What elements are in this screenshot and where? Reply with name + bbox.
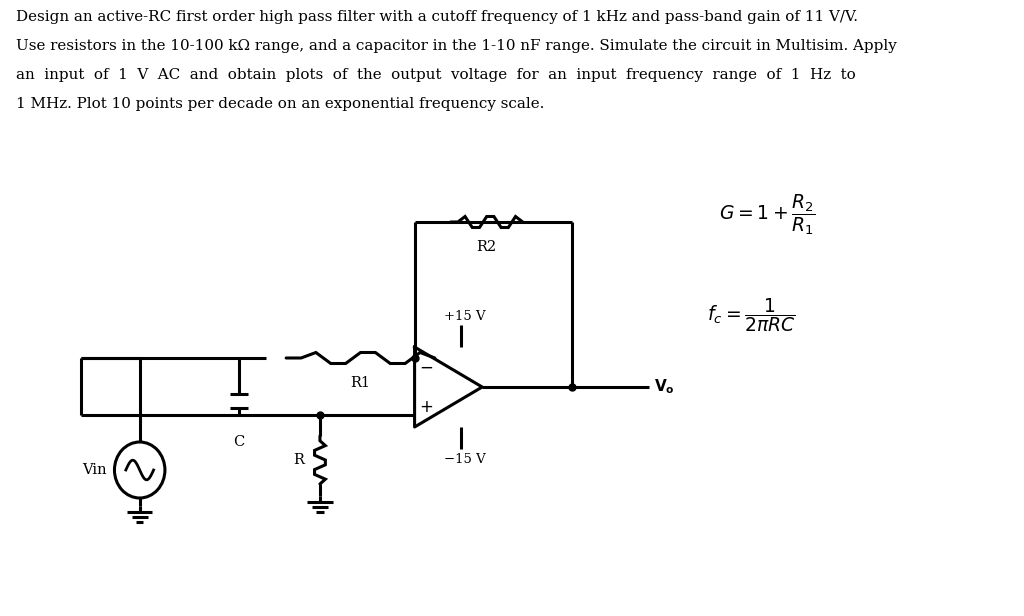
Text: $-$: $-$: [419, 358, 433, 376]
Text: Vin: Vin: [83, 463, 108, 477]
Text: Design an active-RC first order high pass filter with a cutoff frequency of 1 kH: Design an active-RC first order high pas…: [16, 10, 858, 24]
Text: 1 MHz. Plot 10 points per decade on an exponential frequency scale.: 1 MHz. Plot 10 points per decade on an e…: [16, 97, 545, 111]
Text: −15 V: −15 V: [444, 453, 486, 466]
Text: $f_c = \dfrac{1}{2\pi RC}$: $f_c = \dfrac{1}{2\pi RC}$: [707, 296, 796, 334]
Text: C: C: [233, 435, 245, 449]
Text: an  input  of  1  V  AC  and  obtain  plots  of  the  output  voltage  for  an  : an input of 1 V AC and obtain plots of t…: [16, 68, 856, 82]
Text: Use resistors in the 10-100 kΩ range, and a capacitor in the 1-10 nF range. Simu: Use resistors in the 10-100 kΩ range, an…: [16, 39, 897, 53]
Text: $\mathbf{V_o}$: $\mathbf{V_o}$: [654, 378, 675, 396]
Text: R: R: [293, 453, 304, 467]
Text: $G = 1 + \dfrac{R_2}{R_1}$: $G = 1 + \dfrac{R_2}{R_1}$: [719, 193, 816, 237]
Text: +15 V: +15 V: [444, 310, 485, 323]
Text: $+$: $+$: [419, 398, 433, 416]
Text: R1: R1: [350, 376, 371, 390]
Text: R2: R2: [476, 240, 497, 254]
